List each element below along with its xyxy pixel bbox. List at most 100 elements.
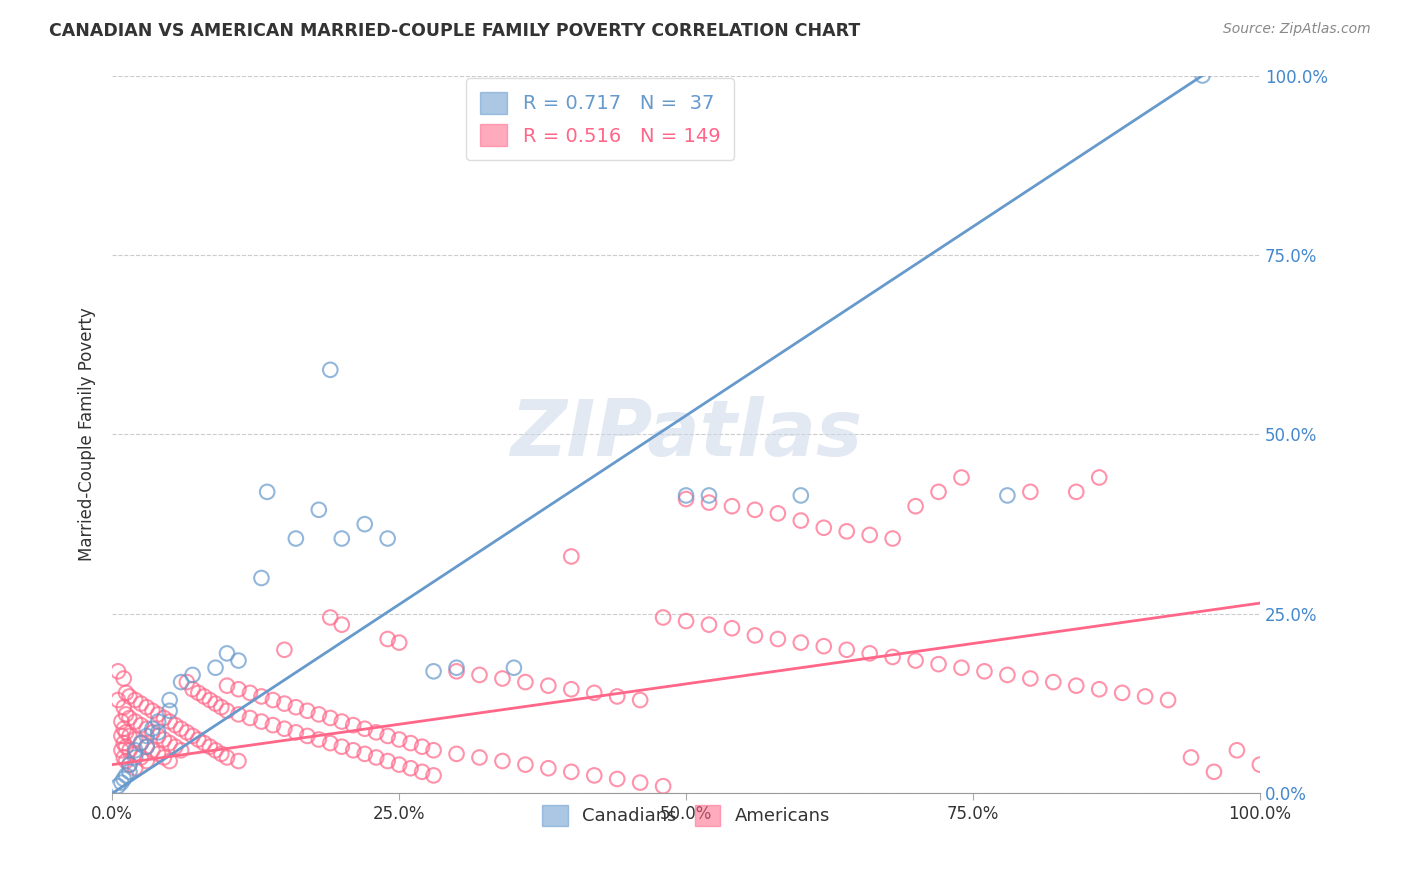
Point	[146, 747, 169, 761]
Point	[928, 657, 950, 672]
Point	[135, 754, 157, 768]
Point	[1064, 484, 1087, 499]
Point	[766, 632, 789, 646]
Point	[675, 491, 697, 506]
Point	[628, 775, 651, 789]
Point	[239, 686, 262, 700]
Point	[118, 711, 141, 725]
Point	[118, 764, 141, 779]
Point	[135, 739, 157, 754]
Point	[118, 757, 141, 772]
Point	[308, 707, 330, 722]
Point	[256, 484, 278, 499]
Point	[112, 722, 135, 736]
Point	[377, 729, 399, 743]
Point	[187, 686, 209, 700]
Point	[675, 488, 697, 502]
Point	[297, 729, 319, 743]
Point	[107, 693, 129, 707]
Point	[1088, 682, 1111, 697]
Point	[239, 711, 262, 725]
Point	[377, 754, 399, 768]
Point	[153, 732, 176, 747]
Point	[170, 743, 193, 757]
Point	[697, 488, 720, 502]
Point	[342, 743, 364, 757]
Point	[115, 768, 138, 782]
Point	[904, 500, 927, 514]
Point	[107, 665, 129, 679]
Point	[399, 761, 422, 775]
Legend: Canadians, Americans: Canadians, Americans	[533, 796, 839, 835]
Point	[1180, 750, 1202, 764]
Point	[118, 690, 141, 704]
Point	[135, 739, 157, 754]
Point	[215, 646, 238, 660]
Point	[995, 668, 1018, 682]
Point	[1019, 484, 1042, 499]
Point	[273, 722, 295, 736]
Point	[176, 725, 198, 739]
Point	[115, 707, 138, 722]
Point	[366, 750, 388, 764]
Point	[583, 768, 606, 782]
Point	[110, 729, 132, 743]
Point	[1042, 675, 1064, 690]
Point	[284, 532, 307, 546]
Point	[790, 488, 813, 502]
Point	[228, 754, 250, 768]
Point	[330, 714, 353, 729]
Point	[721, 500, 744, 514]
Point	[170, 675, 193, 690]
Point	[204, 743, 226, 757]
Point	[141, 722, 163, 736]
Point	[446, 665, 468, 679]
Point	[159, 704, 181, 718]
Point	[159, 693, 181, 707]
Point	[422, 768, 444, 782]
Point	[388, 757, 411, 772]
Point	[118, 743, 141, 757]
Point	[115, 739, 138, 754]
Point	[115, 725, 138, 739]
Point	[1019, 672, 1042, 686]
Point	[515, 757, 537, 772]
Point	[124, 743, 146, 757]
Point	[353, 722, 375, 736]
Point	[446, 747, 468, 761]
Point	[112, 750, 135, 764]
Point	[491, 754, 513, 768]
Point	[187, 732, 209, 747]
Point	[153, 711, 176, 725]
Point	[606, 772, 628, 786]
Point	[928, 484, 950, 499]
Point	[181, 668, 204, 682]
Point	[882, 650, 904, 665]
Point	[141, 725, 163, 739]
Point	[319, 736, 342, 750]
Point	[813, 521, 835, 535]
Point	[146, 707, 169, 722]
Point	[215, 704, 238, 718]
Point	[1249, 757, 1271, 772]
Point	[146, 729, 169, 743]
Point	[377, 632, 399, 646]
Point	[129, 736, 152, 750]
Point	[319, 363, 342, 377]
Point	[129, 750, 152, 764]
Point	[1088, 470, 1111, 484]
Point	[675, 614, 697, 628]
Point	[790, 635, 813, 649]
Point	[124, 732, 146, 747]
Point	[112, 772, 135, 786]
Point	[159, 714, 181, 729]
Point	[170, 722, 193, 736]
Point	[411, 764, 433, 779]
Point	[176, 675, 198, 690]
Point	[399, 736, 422, 750]
Point	[273, 697, 295, 711]
Point	[112, 700, 135, 714]
Point	[112, 736, 135, 750]
Point	[204, 661, 226, 675]
Point	[342, 718, 364, 732]
